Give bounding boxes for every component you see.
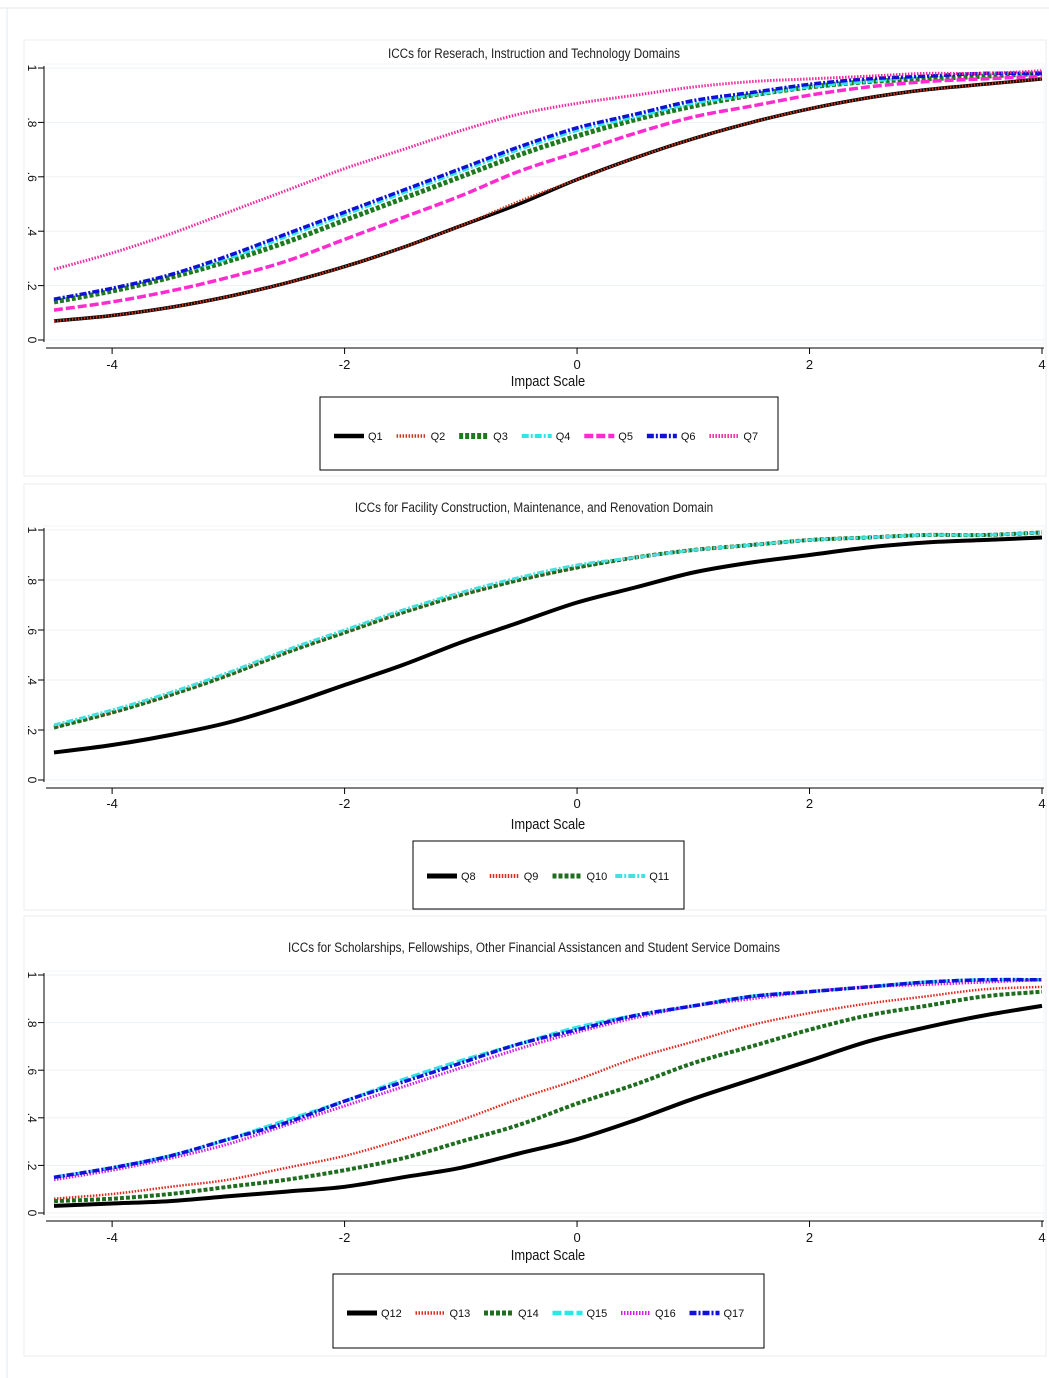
y-tick-label: 1 [25,527,39,534]
legend-label-q14: Q14 [518,1308,539,1320]
x-tick-label: 0 [573,1230,580,1245]
y-tick-label: .4 [25,1113,39,1123]
chart-title: ICCs for Reserach, Instruction and Techn… [388,45,680,61]
chart-panel-1: ICCs for Reserach, Instruction and Techn… [24,40,1046,476]
legend-label-q6: Q6 [681,431,696,443]
x-tick-label: 4 [1038,1230,1045,1245]
plot-region [44,526,1044,784]
y-tick-label: 1 [25,972,39,979]
legend-label-q4: Q4 [556,431,571,443]
legend-label-q3: Q3 [493,431,508,443]
legend-label-q15: Q15 [587,1308,608,1320]
legend-box [320,397,778,470]
legend-label-q13: Q13 [450,1308,471,1320]
x-tick-label: -4 [106,357,118,372]
y-tick-label: .2 [25,725,39,735]
y-tick-label: .8 [25,117,39,127]
x-tick-label: 4 [1038,357,1045,372]
y-tick-label: 0 [25,337,39,344]
x-axis-label: Impact Scale [511,815,586,832]
x-tick-label: 2 [806,357,813,372]
x-tick-label: -2 [339,796,351,811]
x-tick-label: -4 [106,796,118,811]
y-tick-label: .4 [25,675,39,685]
x-tick-label: -2 [339,1230,351,1245]
legend-label-q2: Q2 [431,431,446,443]
legend-label-q8: Q8 [461,871,476,883]
chart-title: ICCs for Facility Construction, Maintena… [355,499,713,515]
legend-label-q17: Q17 [724,1308,745,1320]
y-tick-label: 0 [25,777,39,784]
legend-label-q10: Q10 [587,871,608,883]
y-tick-label: .8 [25,575,39,585]
y-tick-label: .6 [25,172,39,182]
y-tick-label: .8 [25,1018,39,1028]
x-axis-label: Impact Scale [511,1246,586,1263]
legend-label-q9: Q9 [524,871,539,883]
x-tick-label: -4 [106,1230,118,1245]
chart-panel-2: ICCs for Facility Construction, Maintena… [24,484,1046,910]
legend-label-q11: Q11 [649,871,669,883]
y-tick-label: .2 [25,281,39,291]
legend-label-q12: Q12 [381,1308,402,1320]
legend-label-q16: Q16 [655,1308,676,1320]
y-tick-label: .6 [25,625,39,635]
y-tick-label: .4 [25,226,39,236]
x-axis-label: Impact Scale [511,372,586,389]
chart-title: ICCs for Scholarships, Fellowships, Othe… [288,939,780,955]
plot-region [44,971,1044,1217]
x-tick-label: 4 [1038,796,1045,811]
x-tick-label: 0 [573,357,580,372]
legend-label-q5: Q5 [618,431,633,443]
legend-label-q7: Q7 [743,431,758,443]
legend-label-q1: Q1 [368,431,383,443]
x-tick-label: -2 [339,357,351,372]
x-tick-label: 0 [573,796,580,811]
x-tick-label: 2 [806,796,813,811]
chart-panel-3: ICCs for Scholarships, Fellowships, Othe… [24,916,1046,1356]
y-tick-label: .6 [25,1065,39,1075]
y-tick-label: .2 [25,1160,39,1170]
y-tick-label: 0 [25,1210,39,1217]
x-tick-label: 2 [806,1230,813,1245]
y-tick-label: 1 [25,65,39,72]
